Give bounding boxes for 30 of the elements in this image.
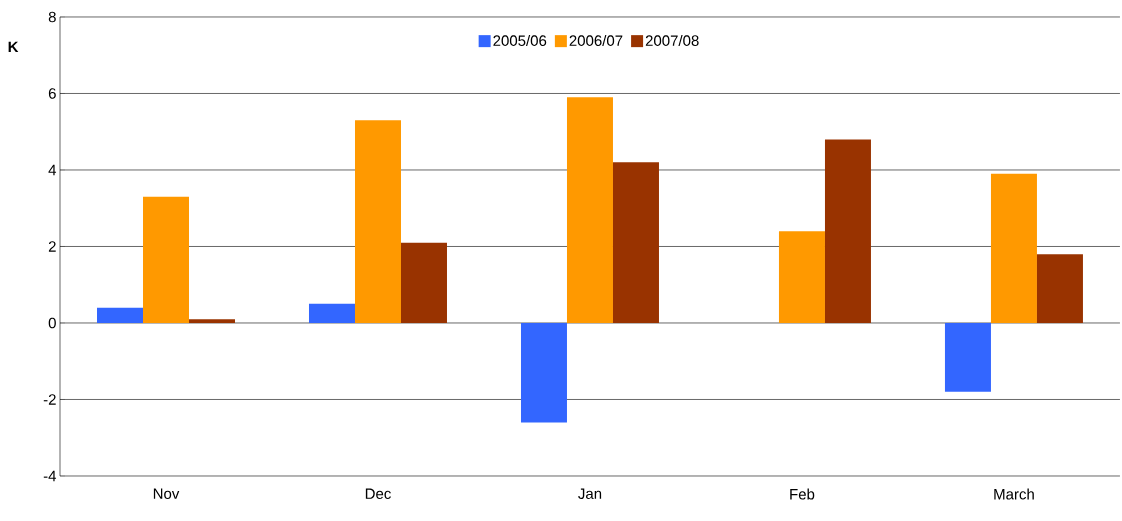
bar xyxy=(944,322,991,392)
legend-label: 2005/06 xyxy=(493,34,547,46)
legend-label: 2006/07 xyxy=(569,34,623,46)
y-tick-label: 6 xyxy=(48,88,56,99)
y-tick-label: 8 xyxy=(48,11,56,23)
bar xyxy=(1036,254,1083,323)
x-tick-label: Jan xyxy=(578,488,602,499)
bar xyxy=(520,322,567,423)
bar xyxy=(778,231,825,323)
x-tick-label: Feb xyxy=(790,488,815,500)
bar xyxy=(354,120,401,323)
y-tick-label: 0 xyxy=(48,317,56,329)
bar xyxy=(566,97,613,323)
y-tick-label: -4 xyxy=(43,470,57,482)
bar xyxy=(189,319,235,323)
y-axis-title: K xyxy=(8,41,19,52)
y-tick-label: -2 xyxy=(43,394,56,405)
x-tick-label: March xyxy=(994,488,1034,500)
bar xyxy=(143,196,189,323)
legend-label: 2007/08 xyxy=(645,34,699,46)
y-tick-label: 2 xyxy=(48,241,56,252)
x-tick-label: Dec xyxy=(365,488,391,499)
bar xyxy=(824,139,871,323)
x-tick-label: Nov xyxy=(153,488,180,499)
bar xyxy=(400,242,447,323)
bar xyxy=(612,162,659,323)
y-tick-label: 4 xyxy=(48,164,57,176)
bar xyxy=(97,307,143,323)
bar xyxy=(308,303,355,323)
bar xyxy=(990,173,1037,323)
